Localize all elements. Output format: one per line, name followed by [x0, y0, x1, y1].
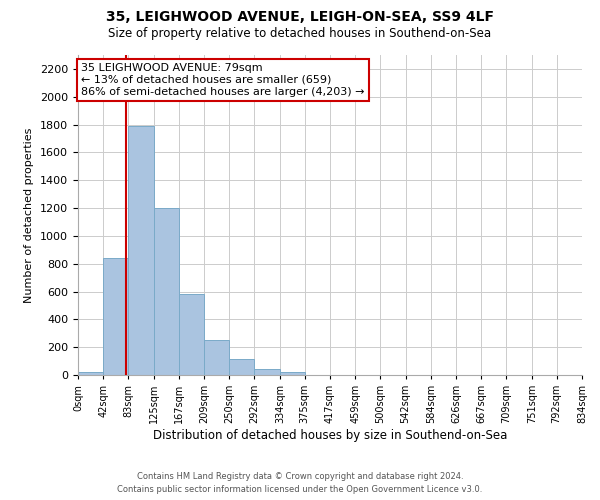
Text: 35, LEIGHWOOD AVENUE, LEIGH-ON-SEA, SS9 4LF: 35, LEIGHWOOD AVENUE, LEIGH-ON-SEA, SS9 …	[106, 10, 494, 24]
Bar	[78, 372, 103, 375]
Bar	[205, 340, 229, 375]
Bar	[280, 372, 305, 375]
Bar	[179, 294, 205, 375]
Text: Size of property relative to detached houses in Southend-on-Sea: Size of property relative to detached ho…	[109, 28, 491, 40]
Y-axis label: Number of detached properties: Number of detached properties	[25, 128, 34, 302]
Bar	[103, 258, 128, 375]
Bar	[154, 208, 179, 375]
Text: 35 LEIGHWOOD AVENUE: 79sqm
← 13% of detached houses are smaller (659)
86% of sem: 35 LEIGHWOOD AVENUE: 79sqm ← 13% of deta…	[81, 64, 365, 96]
Text: Contains HM Land Registry data © Crown copyright and database right 2024.
Contai: Contains HM Land Registry data © Crown c…	[118, 472, 482, 494]
X-axis label: Distribution of detached houses by size in Southend-on-Sea: Distribution of detached houses by size …	[153, 429, 507, 442]
Bar	[254, 370, 280, 375]
Bar	[128, 126, 154, 375]
Bar	[229, 359, 254, 375]
